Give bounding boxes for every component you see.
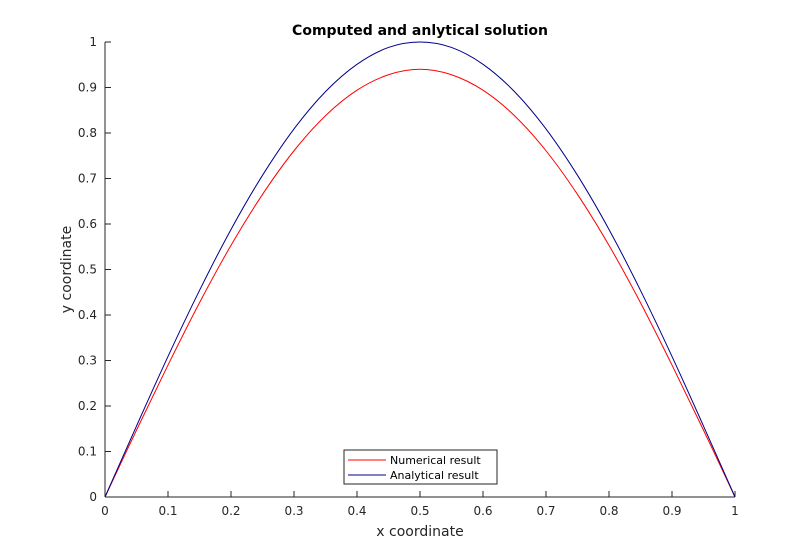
x-tick-label: 0.9 — [662, 504, 681, 518]
x-tick-label: 1 — [731, 504, 739, 518]
x-tick-label: 0.6 — [473, 504, 492, 518]
x-axis-ticks: 0 0.1 0.2 0.3 0.4 0.5 0.6 0.7 0.8 0.9 1 — [101, 491, 739, 518]
legend-entry-label: Numerical result — [390, 454, 481, 467]
x-tick-label: 0.5 — [410, 504, 429, 518]
y-tick-label: 0.2 — [78, 399, 97, 413]
y-tick-label: 0.8 — [78, 126, 97, 140]
y-tick-label: 1 — [89, 35, 97, 49]
y-tick-label: 0 — [89, 490, 97, 504]
x-tick-label: 0.7 — [536, 504, 555, 518]
x-tick-label: 0.4 — [347, 504, 366, 518]
y-tick-label: 0.5 — [78, 263, 97, 277]
y-axis-ticks: 0 0.1 0.2 0.3 0.4 0.5 0.6 0.7 0.8 0.9 1 — [78, 35, 111, 504]
x-tick-label: 0.3 — [284, 504, 303, 518]
y-tick-label: 0.1 — [78, 445, 97, 459]
x-tick-label: 0.8 — [599, 504, 618, 518]
x-tick-label: 0.2 — [221, 504, 240, 518]
series-line-numerical-result — [104, 68, 736, 498]
series-line-analytical-result — [104, 41, 736, 498]
legend-entry-label: Analytical result — [390, 469, 479, 482]
y-tick-label: 0.9 — [78, 81, 97, 95]
legend-box — [343, 449, 498, 485]
y-tick-label: 0.3 — [78, 354, 97, 368]
x-tick-label: 0 — [101, 504, 109, 518]
series-lines — [104, 41, 736, 498]
y-axis-label: y coordinate — [59, 226, 75, 313]
x-tick-label: 0.1 — [158, 504, 177, 518]
x-axis-label: x coordinate — [376, 524, 463, 540]
y-tick-label: 0.7 — [78, 172, 97, 186]
chart-title: Computed and anlytical solution — [292, 23, 548, 39]
y-tick-label: 0.6 — [78, 217, 97, 231]
legend: Numerical result Analytical result — [343, 449, 498, 485]
y-tick-label: 0.4 — [78, 308, 97, 322]
